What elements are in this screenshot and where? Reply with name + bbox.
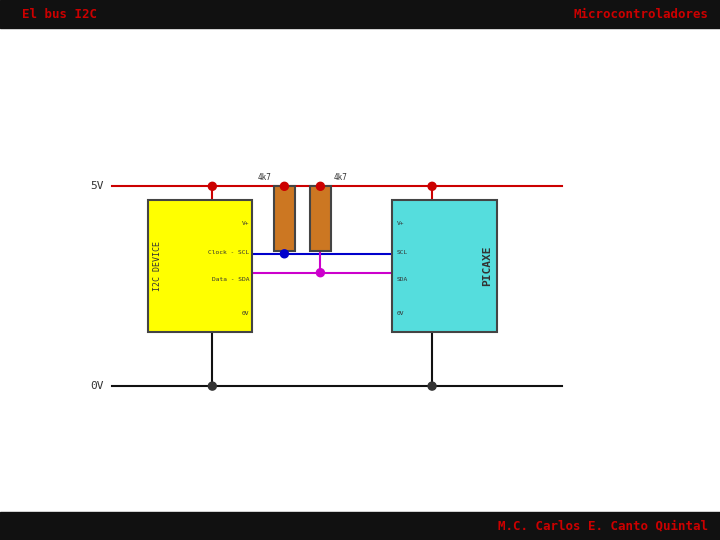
Text: Microcontroladores: Microcontroladores (573, 8, 708, 21)
Circle shape (280, 183, 289, 190)
Text: SCL: SCL (397, 250, 408, 255)
Text: Data - SDA: Data - SDA (212, 276, 249, 282)
Text: M.C. Carlos E. Canto Quintal: M.C. Carlos E. Canto Quintal (498, 519, 708, 532)
Circle shape (428, 382, 436, 390)
Text: 0V: 0V (90, 381, 104, 391)
Circle shape (208, 183, 216, 190)
Bar (0, 0, 720, 28)
Text: 4k7: 4k7 (333, 173, 347, 183)
Bar (0, 512, 720, 540)
Circle shape (316, 269, 325, 276)
Bar (310, 186, 331, 251)
Text: V+: V+ (241, 221, 249, 226)
Circle shape (316, 183, 325, 190)
Text: Clock - SCL: Clock - SCL (208, 250, 249, 255)
Bar (274, 186, 295, 251)
Text: V+: V+ (397, 221, 404, 226)
Text: PICAXE: PICAXE (482, 246, 492, 286)
Text: 4k7: 4k7 (258, 173, 271, 183)
Bar (392, 200, 497, 332)
Text: 0V: 0V (397, 311, 404, 316)
Text: I2C DEVICE: I2C DEVICE (153, 241, 162, 291)
Text: 0V: 0V (241, 311, 249, 316)
Text: El bus I2C: El bus I2C (22, 8, 97, 21)
Circle shape (208, 382, 216, 390)
Bar (148, 200, 252, 332)
Circle shape (428, 183, 436, 190)
Circle shape (280, 250, 289, 258)
Text: 5V: 5V (90, 181, 104, 191)
Text: SDA: SDA (397, 276, 408, 282)
